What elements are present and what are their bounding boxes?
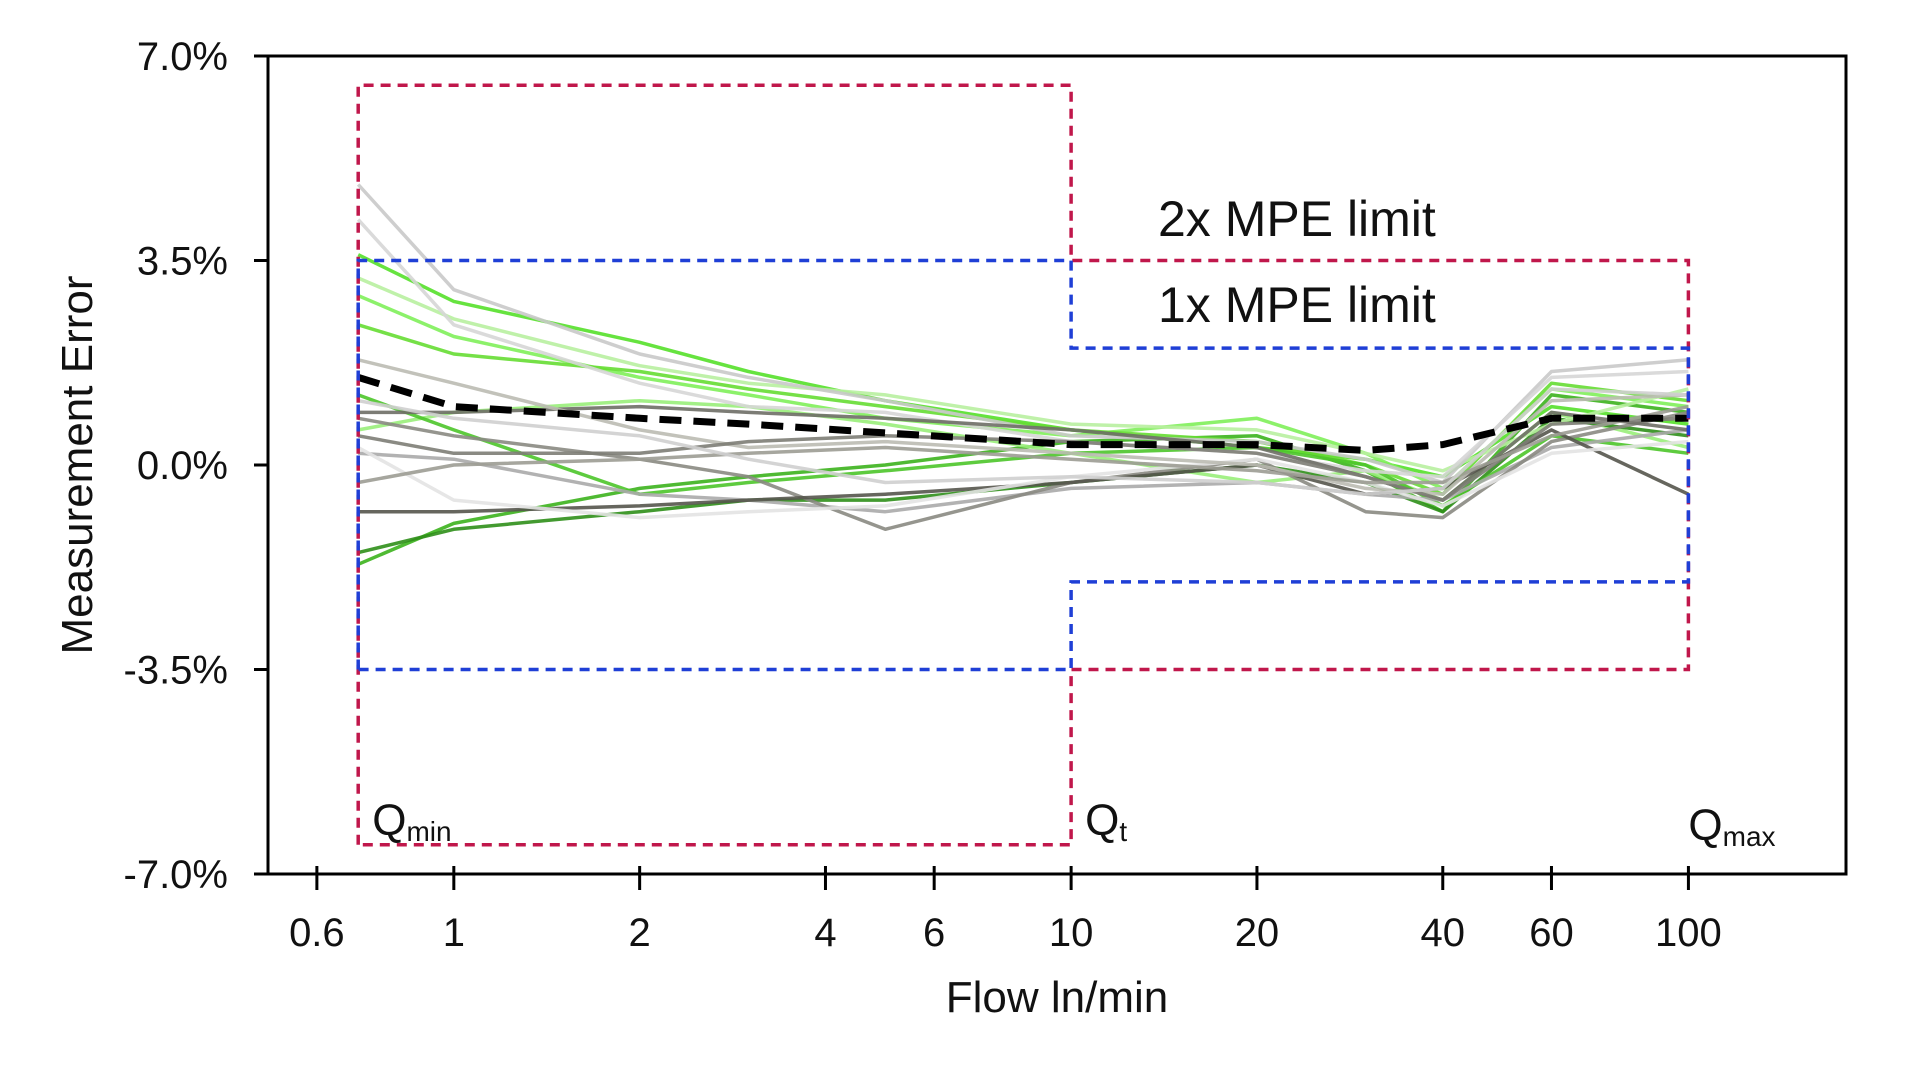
series-line-8 — [357, 276, 1689, 473]
mpe-2x-label: 2x MPE limit — [1158, 191, 1436, 247]
limits-layer — [356, 83, 1691, 847]
y-tick-label-2: 0.0% — [137, 444, 228, 488]
x-tick-label-10: 10 — [1049, 911, 1094, 955]
series-line-9 — [356, 183, 1689, 485]
x-tick-label-40: 40 — [1421, 911, 1466, 955]
series-layer — [356, 183, 1690, 566]
flow-marker-qmax: Qmax — [1688, 801, 1775, 852]
x-tick-label-2: 2 — [629, 911, 651, 955]
x-tick-label-0.6: 0.6 — [289, 911, 345, 955]
x-tick-label-60: 60 — [1529, 911, 1574, 955]
series-line-11 — [358, 428, 1689, 514]
mpe-1x-limit-box — [356, 258, 1691, 672]
x-tick-label-1: 1 — [443, 911, 465, 955]
mean-series-line — [357, 374, 1689, 454]
x-tick-label-6: 6 — [923, 911, 945, 955]
y-axis-title: Measurement Error — [53, 275, 102, 654]
series-line-1 — [357, 253, 1689, 479]
y-tick-label-3: -3.5% — [124, 649, 229, 693]
flow-marker-qmin: Qmin — [372, 796, 451, 847]
y-tick-label-1: 3.5% — [137, 240, 228, 284]
mpe-2x-limit-box — [356, 83, 1691, 847]
flow-marker-qt: Qt — [1085, 796, 1127, 847]
series-line-19 — [357, 387, 1689, 496]
mean-layer — [357, 374, 1689, 454]
y-axis: 7.0% 3.5% 0.0% -3.5% -7.0% — [124, 35, 268, 897]
y-tick-label-4: -7.0% — [124, 853, 229, 897]
x-axis-title: Flow ln/min — [946, 973, 1169, 1022]
x-axis: 0.6 1 2 4 6 10 20 40 60 100 — [289, 866, 1722, 955]
mpe-1x-label: 1x MPE limit — [1158, 277, 1436, 333]
series-line-10 — [356, 218, 1689, 479]
series-line-18 — [357, 404, 1689, 485]
x-tick-label-100: 100 — [1655, 911, 1722, 955]
y-tick-label-0: 7.0% — [137, 35, 228, 79]
series-line-14 — [358, 428, 1690, 514]
x-tick-label-4: 4 — [814, 911, 836, 955]
flow-markers: Qmin Qt Qmax — [372, 796, 1775, 852]
x-tick-label-20: 20 — [1235, 911, 1280, 955]
